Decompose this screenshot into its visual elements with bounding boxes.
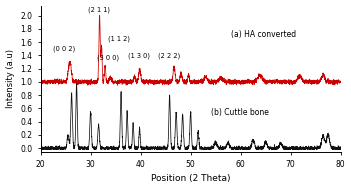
Text: (2 1 1): (2 1 1) <box>88 7 110 13</box>
Text: (0 0 2): (0 0 2) <box>53 46 75 52</box>
Text: (3 0 0): (3 0 0) <box>97 54 119 61</box>
Text: (2 2 2): (2 2 2) <box>158 53 180 60</box>
Y-axis label: Intensity (a.u): Intensity (a.u) <box>6 49 14 108</box>
Text: (b) Cuttle bone: (b) Cuttle bone <box>211 108 269 117</box>
Text: (1 3 0): (1 3 0) <box>128 53 150 60</box>
X-axis label: Position (2 Theta): Position (2 Theta) <box>151 174 230 184</box>
Text: (1 1 2): (1 1 2) <box>108 36 130 42</box>
Text: (a) HA converted: (a) HA converted <box>231 30 296 39</box>
